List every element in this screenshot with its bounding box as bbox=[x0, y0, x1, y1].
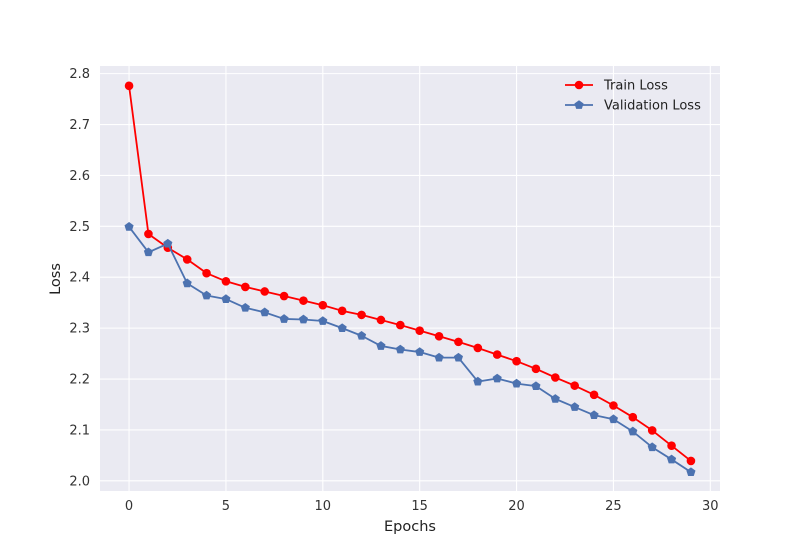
train-loss-point bbox=[512, 356, 521, 366]
train-loss-point bbox=[337, 306, 347, 316]
validation-loss-point bbox=[260, 307, 270, 317]
train-loss-point bbox=[628, 412, 638, 422]
validation-loss-point bbox=[182, 278, 192, 288]
train-loss-point bbox=[318, 300, 328, 310]
train-loss-point bbox=[415, 326, 424, 335]
y-axis-label: Loss bbox=[48, 263, 64, 295]
train-loss-point bbox=[202, 268, 211, 278]
legend-item-train-loss: Train Loss bbox=[565, 79, 668, 94]
x-tick-label: 10 bbox=[315, 499, 332, 514]
y-tick-label: 2.2 bbox=[69, 373, 90, 388]
validation-loss-point bbox=[667, 454, 677, 464]
validation-loss-point bbox=[512, 378, 522, 388]
train-loss-point bbox=[454, 337, 463, 347]
x-tick-label: 0 bbox=[125, 499, 133, 514]
validation-loss-point bbox=[415, 347, 425, 356]
legend: Train Loss Validation Loss bbox=[565, 79, 701, 114]
legend-marker-validation-loss bbox=[574, 100, 584, 109]
train-loss-series bbox=[124, 81, 696, 466]
series-layer bbox=[124, 81, 696, 477]
validation-loss-point bbox=[531, 381, 541, 391]
legend-label-train-loss: Train Loss bbox=[603, 79, 668, 94]
validation-loss-point bbox=[550, 394, 560, 403]
train-loss-point bbox=[279, 291, 289, 301]
validation-loss-point bbox=[647, 442, 657, 452]
train-loss-point bbox=[609, 401, 618, 410]
train-loss-point bbox=[647, 426, 657, 435]
validation-loss-point bbox=[318, 316, 328, 325]
train-loss-point bbox=[686, 456, 696, 466]
x-tick-label: 25 bbox=[605, 499, 622, 514]
train-loss-point bbox=[299, 296, 308, 305]
legend-label-validation-loss: Validation Loss bbox=[604, 99, 701, 114]
validation-loss-point bbox=[395, 344, 405, 354]
validation-loss-point bbox=[143, 247, 153, 257]
train-loss-point bbox=[241, 282, 250, 292]
y-tick-label: 2.1 bbox=[69, 423, 90, 438]
legend-marker-train-loss bbox=[574, 80, 584, 90]
train-loss-point bbox=[124, 81, 134, 91]
validation-loss-series bbox=[124, 222, 696, 477]
train-loss-point bbox=[492, 350, 502, 359]
validation-loss-point bbox=[628, 426, 638, 436]
validation-loss-point bbox=[473, 376, 483, 386]
y-tick-label: 2.3 bbox=[69, 322, 90, 337]
y-tick-label: 2.7 bbox=[69, 118, 90, 133]
train-loss-point bbox=[182, 255, 192, 264]
train-loss-point bbox=[667, 441, 676, 451]
validation-loss-point bbox=[570, 402, 580, 411]
validation-loss-point bbox=[376, 341, 386, 350]
train-loss-point bbox=[570, 381, 579, 390]
train-loss-point bbox=[357, 310, 366, 320]
train-loss-point bbox=[260, 287, 269, 296]
validation-loss-point bbox=[124, 222, 134, 231]
validation-loss-point bbox=[589, 410, 599, 420]
validation-loss-point bbox=[279, 314, 289, 323]
validation-loss-point bbox=[434, 352, 444, 362]
y-tick-label: 2.6 bbox=[69, 169, 90, 184]
validation-loss-point bbox=[337, 323, 347, 333]
validation-loss-point bbox=[686, 467, 696, 477]
y-tick-label: 2.0 bbox=[69, 474, 90, 489]
train-loss-point bbox=[376, 315, 386, 325]
y-tick-label: 2.5 bbox=[69, 220, 90, 235]
train-loss-point bbox=[589, 390, 599, 400]
validation-loss-point bbox=[298, 314, 308, 324]
train-loss-point bbox=[221, 276, 231, 286]
x-tick-labels: 0 5 10 15 20 25 30 bbox=[125, 499, 719, 514]
x-tick-label: 30 bbox=[702, 499, 719, 514]
train-loss-point bbox=[531, 364, 541, 374]
legend-item-validation-loss: Validation Loss bbox=[565, 99, 701, 114]
validation-loss-point bbox=[240, 302, 250, 312]
y-tick-labels: 2.0 2.1 2.2 2.3 2.4 2.5 2.6 2.7 2.8 bbox=[69, 67, 90, 489]
train-loss-point bbox=[144, 229, 153, 239]
validation-loss-point bbox=[357, 330, 367, 340]
y-tick-label: 2.8 bbox=[69, 67, 90, 82]
validation-loss-point bbox=[202, 290, 212, 300]
validation-loss-point bbox=[221, 294, 231, 303]
train-loss-point bbox=[434, 331, 444, 341]
x-tick-label: 20 bbox=[508, 499, 525, 514]
x-tick-label: 5 bbox=[222, 499, 230, 514]
x-tick-label: 15 bbox=[411, 499, 428, 514]
validation-loss-point bbox=[492, 373, 502, 383]
validation-loss-point bbox=[608, 414, 618, 424]
train-loss-point bbox=[473, 343, 483, 353]
train-loss-point bbox=[396, 320, 405, 330]
validation-loss-point bbox=[163, 238, 173, 248]
y-tick-label: 2.4 bbox=[69, 271, 90, 286]
train-loss-point bbox=[551, 373, 560, 382]
validation-loss-point bbox=[453, 352, 463, 362]
x-axis-label: Epochs bbox=[384, 519, 436, 535]
